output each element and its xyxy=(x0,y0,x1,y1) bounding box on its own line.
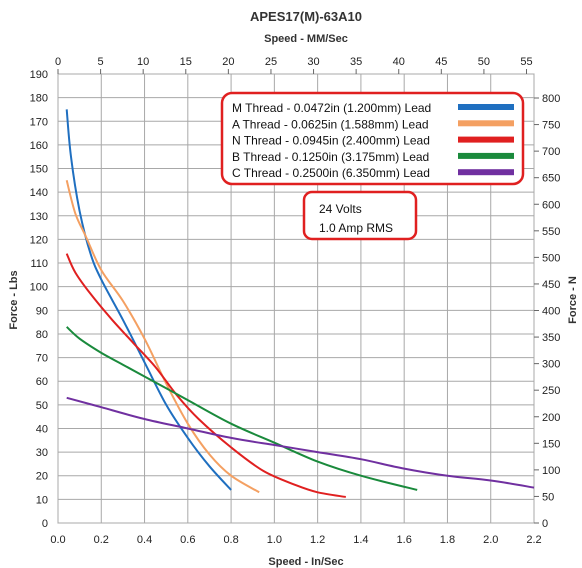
x-top-tick-label: 55 xyxy=(520,56,532,68)
legend-entry-label: N Thread - 0.0945in (2.400mm) Lead xyxy=(232,134,430,148)
series-line-4 xyxy=(66,326,418,491)
series-line-1 xyxy=(65,109,232,491)
x-tick-label: 0.6 xyxy=(180,534,195,546)
y-right-tick-label: 600 xyxy=(542,199,560,211)
y-tick-label: 10 xyxy=(36,494,48,506)
y-right-axis-title: Force - N xyxy=(567,276,579,324)
chart-title: APES17(M)-63A10 xyxy=(250,9,362,24)
legend: M Thread - 0.0472in (1.200mm) Lead A Thre… xyxy=(220,91,525,186)
x-tick-label: 2.0 xyxy=(483,534,498,546)
y-tick-label: 140 xyxy=(30,187,48,199)
x-top-tick-label: 5 xyxy=(98,56,104,68)
x-tick-label: 1.6 xyxy=(397,534,412,546)
x-top-tick-label: 0 xyxy=(55,56,61,68)
x-top-tick-label: 50 xyxy=(478,56,490,68)
x-top-tick-label: 15 xyxy=(180,56,192,68)
x-tick-label: 0.0 xyxy=(50,534,65,546)
y-tick-label: 70 xyxy=(36,353,48,365)
legend-entry-label: A Thread - 0.0625in (1.588mm) Lead xyxy=(232,117,429,131)
y-tick-label: 160 xyxy=(30,140,48,152)
x-tick-label: 0.2 xyxy=(94,534,109,546)
legend-swatch xyxy=(458,136,514,143)
y-right-tick-label: 350 xyxy=(542,332,560,344)
legend-swatch xyxy=(458,152,514,159)
legend-entry-label: C Thread - 0.2500in (6.350mm) Lead xyxy=(232,166,430,180)
y-tick-label: 130 xyxy=(30,211,48,223)
y-tick-label: 150 xyxy=(30,164,48,176)
x-bottom-axis-title: Speed - In/Sec xyxy=(268,556,343,568)
y-tick-label: 100 xyxy=(30,282,48,294)
x-tick-label: 1.4 xyxy=(353,534,368,546)
legend-entry-label: M Thread - 0.0472in (1.200mm) Lead xyxy=(232,101,431,115)
y-right-tick-label: 50 xyxy=(542,491,554,503)
y-tick-label: 40 xyxy=(36,423,48,435)
legend-box xyxy=(220,91,525,186)
series-line-5 xyxy=(66,396,535,489)
x-tick-label: 1.8 xyxy=(440,534,455,546)
series-lines xyxy=(65,109,535,498)
y-right-tick-label: 450 xyxy=(542,279,560,291)
annotation-line-2: 1.0 Amp RMS xyxy=(319,221,393,235)
x-top-tick-label: 30 xyxy=(307,56,319,68)
y-right-tick-label: 100 xyxy=(542,465,560,477)
x-tick-label: 2.2 xyxy=(526,534,541,546)
y-tick-label: 110 xyxy=(30,258,48,270)
series-line-2 xyxy=(65,180,260,494)
x-top-tick-label: 25 xyxy=(265,56,277,68)
legend-swatch xyxy=(458,169,514,176)
y-right-tick-label: 250 xyxy=(542,385,560,397)
y-left-axis-title: Force - Lbs xyxy=(8,270,20,329)
y-right-tick-label: 650 xyxy=(542,173,560,185)
y-tick-label: 0 xyxy=(42,518,48,530)
x-top-tick-label: 35 xyxy=(350,56,362,68)
y-right-tick-label: 300 xyxy=(542,359,560,371)
series-line-3 xyxy=(65,253,346,498)
y-right-tick-label: 200 xyxy=(542,412,560,424)
x-tick-label: 0.4 xyxy=(137,534,152,546)
y-tick-label: 120 xyxy=(30,234,48,246)
y-tick-label: 190 xyxy=(30,69,48,81)
annotation-line-1: 24 Volts xyxy=(319,202,362,216)
annotation: 24 Volts 1.0 Amp RMS xyxy=(302,190,418,241)
y-tick-label: 30 xyxy=(36,447,48,459)
legend-entry-label: B Thread - 0.1250in (3.175mm) Lead xyxy=(232,150,429,164)
x-top-axis-title: Speed - MM/Sec xyxy=(264,33,348,45)
y-tick-label: 180 xyxy=(30,93,48,105)
x-tick-label: 0.8 xyxy=(223,534,238,546)
y-right-tick-label: 400 xyxy=(542,306,560,318)
legend-swatch xyxy=(458,120,514,127)
y-right-tick-label: 550 xyxy=(542,226,560,238)
y-right-tick-label: 700 xyxy=(542,146,560,158)
y-tick-label: 60 xyxy=(36,376,48,388)
y-right-tick-label: 800 xyxy=(542,93,560,105)
y-tick-label: 90 xyxy=(36,305,48,317)
x-top-tick-label: 45 xyxy=(435,56,447,68)
tick-labels: 0.0 0.2 0.4 0.6 0.8 1.0 1.2 1.4 1.6 1.8 2.0 2.20102… xyxy=(30,56,561,546)
annotation-box xyxy=(302,190,418,241)
y-tick-label: 170 xyxy=(30,116,48,128)
x-tick-label: 1.2 xyxy=(310,534,325,546)
y-right-tick-label: 0 xyxy=(542,518,548,530)
x-top-tick-label: 40 xyxy=(393,56,405,68)
legend-swatch xyxy=(458,104,514,110)
x-top-tick-label: 20 xyxy=(222,56,234,68)
y-tick-label: 50 xyxy=(36,400,48,412)
y-right-tick-label: 500 xyxy=(542,252,560,264)
y-tick-label: 20 xyxy=(36,471,48,483)
y-right-tick-label: 750 xyxy=(542,120,560,132)
x-top-tick-label: 10 xyxy=(137,56,149,68)
y-right-tick-label: 150 xyxy=(542,438,560,450)
y-tick-label: 80 xyxy=(36,329,48,341)
x-tick-label: 1.0 xyxy=(267,534,282,546)
